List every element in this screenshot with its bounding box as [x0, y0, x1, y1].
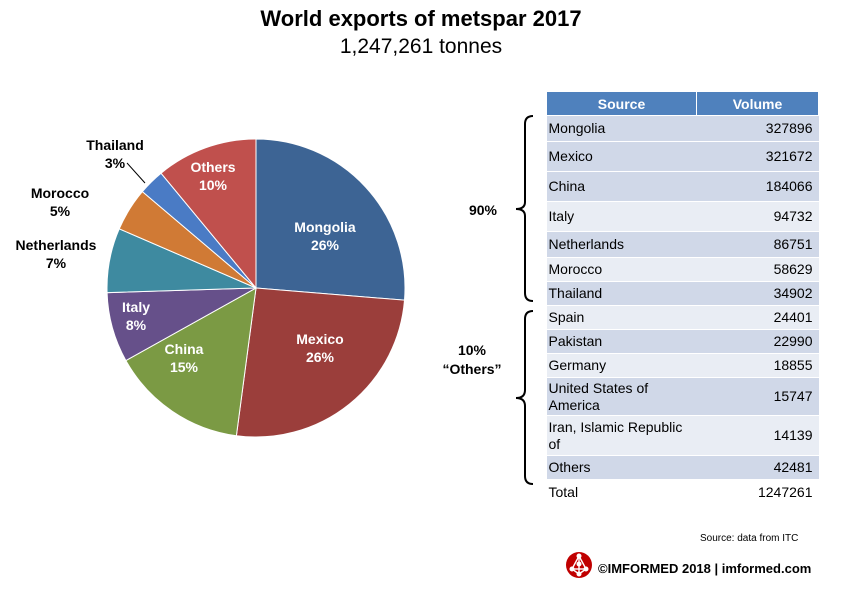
cell-source: Spain: [546, 305, 697, 330]
cell-volume: 184066: [696, 171, 819, 202]
cell-volume: 58629: [696, 257, 819, 282]
pie-chart: Mongolia 26% Mexico 26% China 15% Italy 8% Nethe…: [16, 137, 406, 438]
bracket-10-label-line1: 10%: [457, 342, 487, 358]
cell-source: Others: [546, 455, 697, 480]
table-row: Iran, Islamic Republic of 14139: [546, 415, 819, 456]
pie-slice-china: [125, 287, 257, 437]
table-row: Spain 24401: [546, 305, 819, 330]
table-row: Italy 94732: [546, 201, 819, 232]
header-volume: Volume: [696, 91, 819, 116]
footer-credit: ©IMFORMED 2018 | imformed.com: [598, 561, 812, 576]
bracket-90-label: 90%: [468, 202, 498, 218]
cell-volume: 327896: [696, 115, 819, 142]
cell-volume: 18855: [696, 353, 819, 378]
cell-total-label: Total: [546, 479, 697, 506]
cell-volume: 22990: [696, 329, 819, 354]
imformed-logo-icon: [566, 552, 592, 578]
cell-source: Iran, Islamic Republic of: [546, 415, 697, 456]
table-row: China 184066: [546, 171, 819, 202]
pie-labels: Mongolia 26% Mexico 26% China 15% Italy 8% Nethe…: [16, 137, 356, 375]
table-row: Morocco 58629: [546, 257, 819, 282]
cell-volume: 14139: [696, 415, 819, 456]
table-row: Pakistan 22990: [546, 329, 819, 354]
exports-table: Source Volume Mongolia 327896 Mexico 321672…: [546, 91, 819, 506]
table-row: Thailand 34902: [546, 281, 819, 306]
cell-source: Netherlands: [546, 231, 697, 258]
cell-volume: 34902: [696, 281, 819, 306]
slice-label-thailand: Thailand 3%: [86, 137, 144, 171]
slice-label-netherlands: Netherlands 7%: [16, 237, 97, 271]
cell-source: Mongolia: [546, 115, 697, 142]
pie-leader-lines: [126, 162, 146, 184]
slice-label-italy: Italy 8%: [122, 299, 150, 333]
table-row: Netherlands 86751: [546, 231, 819, 258]
cell-source: Morocco: [546, 257, 697, 282]
cell-total-volume: 1247261: [696, 479, 819, 506]
slice-label-mexico: Mexico 26%: [296, 331, 343, 365]
source-note: Source: data from ITC: [700, 533, 799, 544]
chart-subtitle: 1,247,261 tonnes: [339, 35, 503, 58]
cell-source: United States of America: [546, 377, 697, 416]
chart-title: World exports of metspar 2017: [260, 6, 582, 31]
slice-label-china: China 15%: [165, 341, 204, 375]
cell-volume: 24401: [696, 305, 819, 330]
slice-label-morocco: Morocco 5%: [31, 185, 89, 219]
table-total-row: Total 1247261: [546, 479, 819, 506]
table-row: Germany 18855: [546, 353, 819, 378]
cell-source: Thailand: [546, 281, 697, 306]
bracket-10-label: 10% “Others”: [432, 341, 512, 379]
cell-volume: 15747: [696, 377, 819, 416]
table-row: Mongolia 327896: [546, 115, 819, 142]
pie-slices: [106, 138, 406, 438]
cell-source: Germany: [546, 353, 697, 378]
cell-volume: 94732: [696, 201, 819, 232]
pie-slice-mexico: [235, 287, 406, 438]
cell-source: China: [546, 171, 697, 202]
pie-slice-mongolia: [255, 138, 406, 301]
header-source: Source: [546, 91, 697, 116]
cell-volume: 86751: [696, 231, 819, 258]
table-row: Mexico 321672: [546, 141, 819, 172]
pie-slice-others: [160, 138, 257, 290]
cell-source: Pakistan: [546, 329, 697, 354]
cell-source: Italy: [546, 201, 697, 232]
cell-volume: 42481: [696, 455, 819, 480]
slice-label-others: Others 10%: [190, 159, 235, 193]
table-row: United States of America 15747: [546, 377, 819, 416]
slice-label-mongolia: Mongolia 26%: [294, 219, 356, 253]
table-row: Others 42481: [546, 455, 819, 480]
leader-line-thailand: [126, 162, 146, 184]
cell-source: Mexico: [546, 141, 697, 172]
cell-volume: 321672: [696, 141, 819, 172]
bracket-10-label-line2: “Others”: [442, 361, 502, 377]
